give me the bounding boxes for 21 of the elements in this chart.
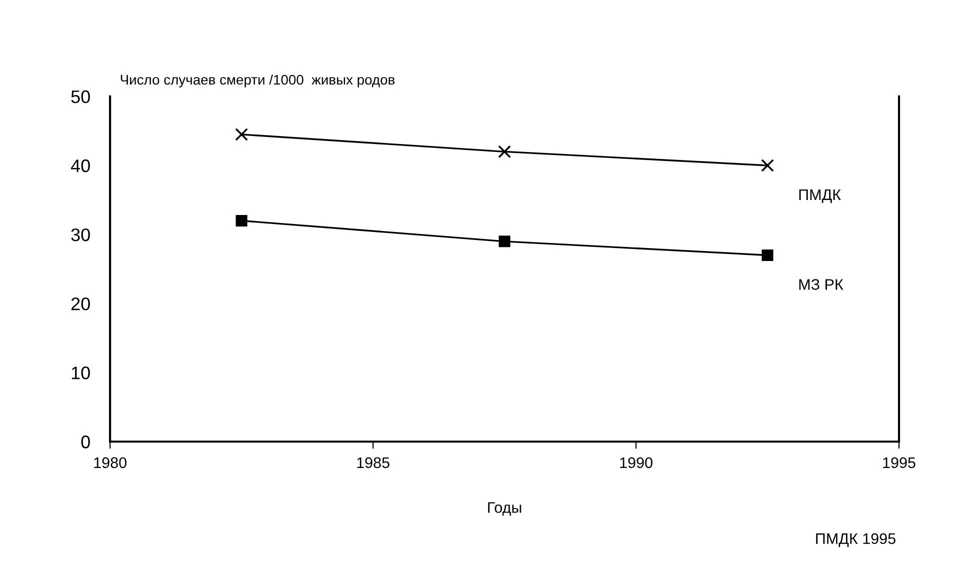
text: МЗ РК: [799, 279, 844, 290]
y-tick-label: 40: [70, 159, 90, 172]
x-axis-title: Годы: [488, 502, 522, 516]
x-tick-label: 1990: [620, 457, 652, 468]
y-tick-label: 50: [71, 90, 90, 104]
point: [236, 214, 248, 226]
x-tick-label: 1985: [357, 457, 390, 468]
point: [498, 236, 510, 248]
point: [235, 128, 248, 141]
text: ПМДК 1995: [816, 533, 896, 547]
y-axis-title: Число случаев смерти /1000 живых родов: [120, 74, 395, 88]
y-tick-label: 0: [81, 436, 90, 448]
x-tick-label: 1995: [883, 457, 916, 468]
x-tick-label: 1980: [94, 457, 126, 468]
y-tick-label: 20: [71, 297, 90, 310]
text: ПМДК: [799, 189, 841, 204]
y-tick-label: 10: [72, 366, 90, 380]
point: [498, 145, 511, 158]
point: [761, 159, 774, 172]
point: [762, 249, 774, 261]
y-tick-label: 30: [71, 228, 90, 242]
